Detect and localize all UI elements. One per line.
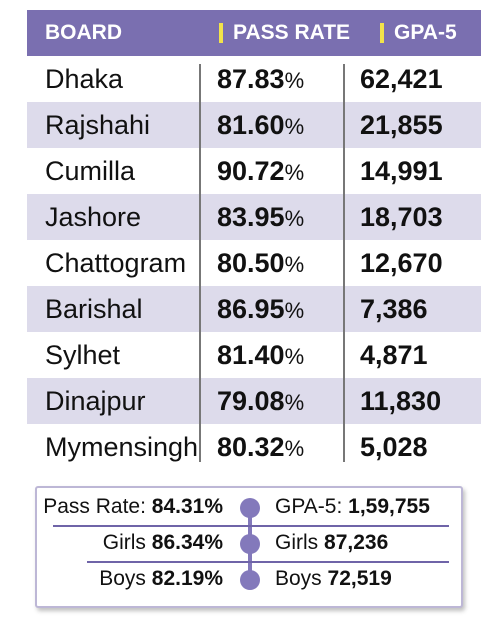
percent-sign: % bbox=[284, 251, 305, 277]
girls-gpa-value: 87,236 bbox=[324, 531, 389, 554]
table-row: Dhaka 87.83% 62,421 bbox=[27, 56, 481, 102]
percent-sign: % bbox=[284, 435, 305, 461]
pass-rate-cell: 80.50% bbox=[197, 248, 340, 279]
gpa5-value: 5,028 bbox=[360, 431, 428, 462]
pass-rate-cell: 79.08% bbox=[197, 386, 340, 417]
table-row: Jashore 83.95% 18,703 bbox=[27, 194, 481, 240]
pass-rate-value: 90.72 bbox=[217, 155, 285, 186]
table-row: Chattogram 80.50% 12,670 bbox=[27, 240, 481, 286]
total-pass-label: Pass Rate: bbox=[43, 495, 146, 518]
header-gpa5: GPA-5 bbox=[376, 21, 481, 45]
pass-rate-value: 87.83 bbox=[217, 63, 285, 94]
board-name: Dhaka bbox=[45, 63, 124, 94]
girls-pass-value: 86.34% bbox=[151, 531, 223, 554]
pass-rate-value: 83.95 bbox=[217, 201, 285, 232]
percent-sign: % bbox=[284, 113, 305, 139]
boys-gpa-value: 72,519 bbox=[327, 567, 392, 590]
table-header: BOARD PASS RATE GPA-5 bbox=[27, 10, 481, 56]
summary-dot bbox=[240, 498, 260, 518]
pass-rate-cell: 81.60% bbox=[197, 110, 340, 141]
board-name: Jashore bbox=[45, 201, 142, 232]
table-body: Dhaka 87.83% 62,421 Rajshahi 81.60% 21,855 Cum… bbox=[27, 56, 481, 470]
gpa5-value: 11,830 bbox=[360, 385, 442, 416]
table-row: Mymensingh 80.32% 5,028 bbox=[27, 424, 481, 470]
gpa5-value: 62,421 bbox=[360, 63, 443, 94]
gpa5-value: 14,991 bbox=[360, 155, 443, 186]
summary-total-row: Pass Rate: 84.31% GPA-5: 1,59,755 bbox=[37, 495, 461, 525]
results-table: BOARD PASS RATE GPA-5 Dhaka 87.83% 62,421 R… bbox=[27, 10, 481, 470]
boys-pass-value: 82.19% bbox=[151, 567, 223, 590]
percent-sign: % bbox=[284, 343, 305, 369]
board-name: Barishal bbox=[45, 293, 143, 324]
gpa5-value: 21,855 bbox=[360, 109, 443, 140]
gpa5-value: 18,703 bbox=[360, 201, 443, 232]
percent-sign: % bbox=[284, 297, 305, 323]
table-row: Dinajpur 79.08% 11,830 bbox=[27, 378, 481, 424]
header-board: BOARD bbox=[45, 21, 122, 44]
gpa5-value: 12,670 bbox=[360, 247, 443, 278]
board-name: Mymensingh bbox=[45, 431, 199, 462]
table-row: Barishal 86.95% 7,386 bbox=[27, 286, 481, 332]
boys-label: Boys bbox=[275, 567, 322, 590]
summary-separator bbox=[53, 525, 449, 527]
board-name: Chattogram bbox=[45, 247, 187, 278]
boys-label: Boys bbox=[99, 567, 146, 590]
girls-label: Girls bbox=[275, 531, 319, 554]
pass-rate-cell: 80.32% bbox=[197, 432, 340, 463]
pass-rate-value: 81.60 bbox=[217, 109, 285, 140]
pass-rate-cell: 87.83% bbox=[197, 64, 340, 95]
total-pass-value: 84.31% bbox=[151, 495, 223, 518]
table-row: Rajshahi 81.60% 21,855 bbox=[27, 102, 481, 148]
pass-rate-cell: 81.40% bbox=[197, 340, 340, 371]
summary-dot bbox=[240, 534, 260, 554]
pass-rate-value: 86.95 bbox=[217, 293, 285, 324]
pass-rate-cell: 90.72% bbox=[197, 156, 340, 187]
pass-rate-cell: 86.95% bbox=[197, 294, 340, 325]
board-name: Cumilla bbox=[45, 155, 136, 186]
header-pass-rate: PASS RATE bbox=[215, 21, 376, 45]
percent-sign: % bbox=[284, 159, 305, 185]
summary-boys-row: Boys 82.19% Boys 72,519 bbox=[37, 567, 461, 597]
gpa5-value: 7,386 bbox=[360, 293, 428, 324]
summary-dot bbox=[240, 570, 260, 590]
pass-rate-value: 79.08 bbox=[217, 385, 285, 416]
pass-rate-cell: 83.95% bbox=[197, 202, 340, 233]
total-gpa-value: 1,59,755 bbox=[348, 495, 430, 518]
board-name: Dinajpur bbox=[45, 385, 146, 416]
girls-label: Girls bbox=[102, 531, 146, 554]
board-name: Sylhet bbox=[45, 339, 121, 370]
pass-rate-value: 81.40 bbox=[217, 339, 285, 370]
summary-separator bbox=[87, 561, 449, 563]
total-gpa-label: GPA-5: bbox=[275, 495, 343, 518]
column-divider bbox=[199, 64, 201, 462]
summary-girls-row: Girls 86.34% Girls 87,236 bbox=[37, 531, 461, 561]
pass-rate-value: 80.32 bbox=[217, 431, 285, 462]
pass-rate-value: 80.50 bbox=[217, 247, 285, 278]
column-divider bbox=[343, 64, 345, 462]
table-row: Cumilla 90.72% 14,991 bbox=[27, 148, 481, 194]
summary-box: Pass Rate: 84.31% GPA-5: 1,59,755 Girls … bbox=[35, 486, 463, 608]
board-name: Rajshahi bbox=[45, 109, 151, 140]
percent-sign: % bbox=[284, 205, 305, 231]
percent-sign: % bbox=[284, 67, 305, 93]
table-row: Sylhet 81.40% 4,871 bbox=[27, 332, 481, 378]
percent-sign: % bbox=[284, 389, 305, 415]
gpa5-value: 4,871 bbox=[360, 339, 428, 370]
